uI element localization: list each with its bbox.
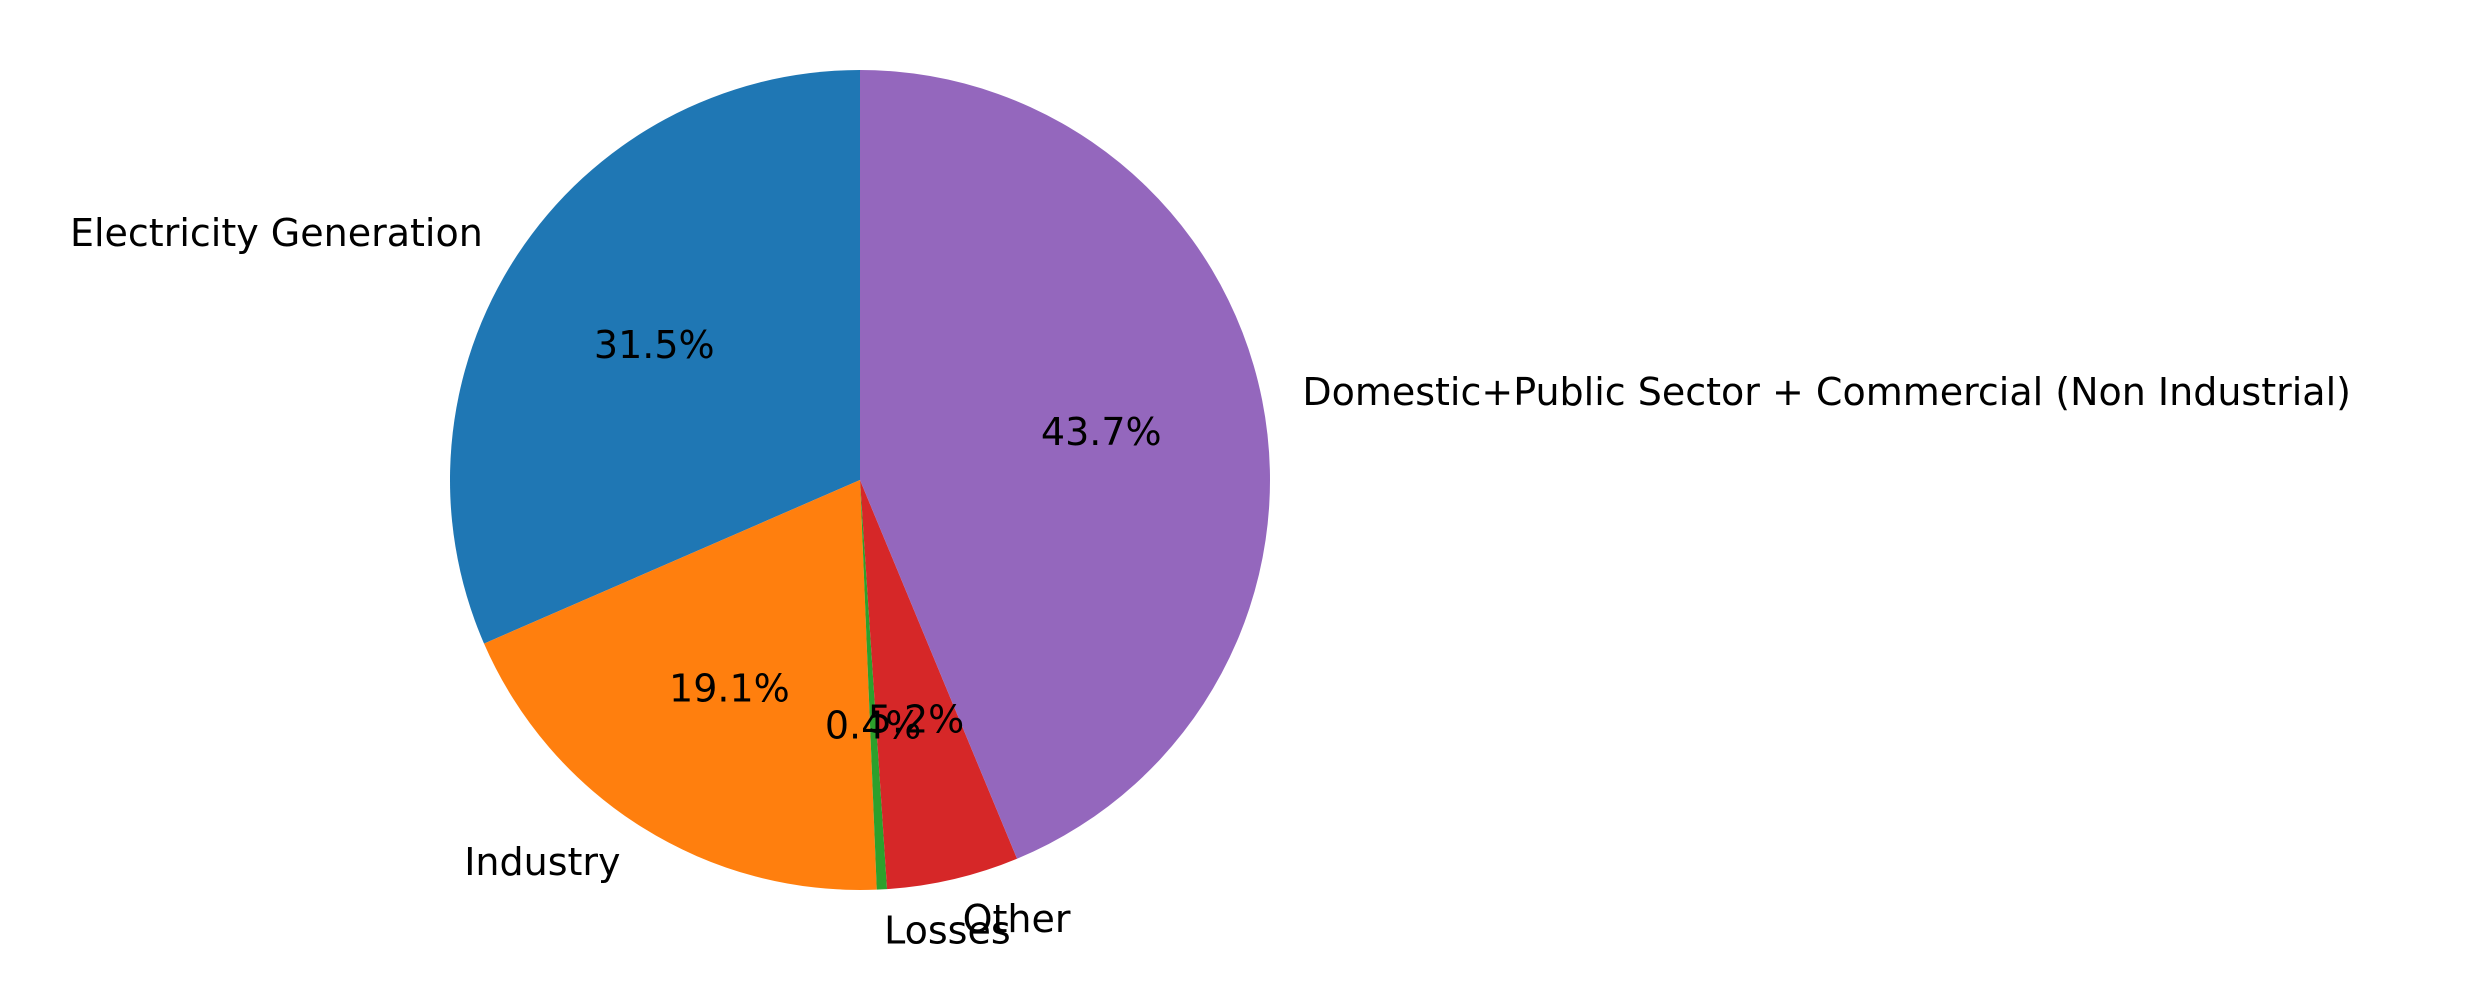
pie-percent-label-domestic-public-sector-commercial-non-industrial: 43.7% [1041, 410, 1162, 454]
pie-slice-losses [860, 480, 888, 890]
pie-category-label-industry: Industry [464, 840, 620, 884]
pie-category-label-domestic-public-sector-commercial-non-industrial: Domestic+Public Sector + Commercial (Non… [1302, 370, 2351, 414]
pie-percent-label-electricity-generation: 31.5% [594, 323, 715, 367]
pie-percent-label-losses: 0.4% [825, 704, 922, 748]
labels-layer: 31.5% Electricity Generation 19.1% Industry… [70, 211, 2351, 953]
slices-layer [449, 70, 1271, 891]
pie-category-label-other: Other [963, 897, 1071, 941]
pie-slice-industry [484, 480, 877, 891]
pie-category-label-electricity-generation: Electricity Generation [70, 211, 483, 255]
pie-percent-label-industry: 19.1% [669, 666, 790, 710]
pie-slice-electricity-generation [449, 70, 860, 644]
pie-slice-other [860, 480, 1018, 890]
pie-category-label-losses: Losses [884, 908, 1011, 952]
pie-percent-label-other: 5.2% [868, 698, 965, 742]
pie-slice-domestic-public-sector-commercial-non-industrial [860, 70, 1271, 859]
